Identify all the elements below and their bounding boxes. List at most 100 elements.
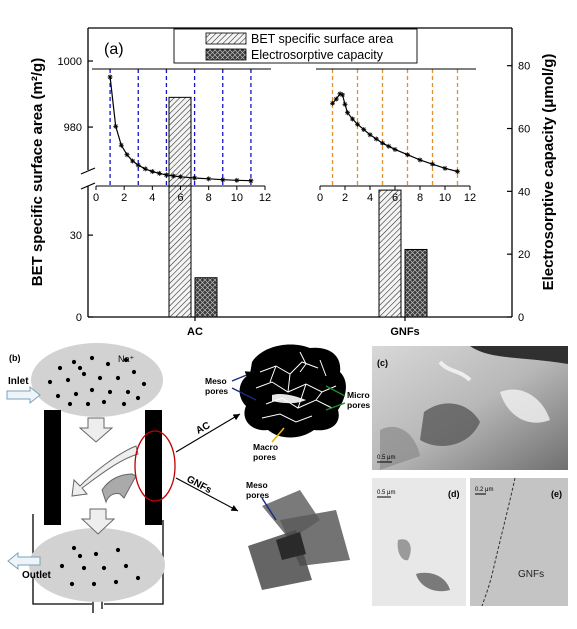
ac-meso-arrow-2 — [231, 387, 257, 401]
inset-x-tick-label: 2 — [121, 192, 127, 204]
ion-label: Na⁺ — [118, 354, 135, 364]
ac-macro-arrow — [271, 427, 285, 443]
ion-dot — [47, 379, 53, 385]
inset-x-tick-label: 12 — [259, 192, 271, 204]
bar-electrosorptive-ac — [194, 277, 218, 318]
inset-point — [107, 74, 113, 80]
gnfs-meso-label: Meso pores — [246, 480, 269, 500]
inset-point — [206, 176, 212, 182]
inset-point — [163, 172, 169, 178]
inset-x-tick-label: 10 — [439, 192, 451, 204]
inset-point — [149, 169, 155, 174]
inset-point — [455, 169, 460, 174]
inset-point — [113, 123, 119, 129]
ion-dot — [81, 565, 87, 571]
inset-point — [361, 127, 367, 132]
ac-macro-label: Macro pores — [253, 442, 278, 462]
ion-dot — [55, 393, 61, 399]
inset-point — [342, 101, 348, 107]
ac-meso-arrow — [231, 371, 255, 382]
inset-point — [442, 165, 448, 171]
ion-dot — [101, 565, 107, 571]
flow-arrows — [71, 417, 139, 535]
ion-dot — [113, 579, 119, 585]
inset-x-tick-label: 0 — [317, 192, 323, 204]
inset-point — [118, 142, 124, 148]
inset-point — [392, 146, 398, 152]
inset-curve — [332, 93, 458, 173]
panel-b-label: (b) — [9, 353, 21, 363]
ion-dot — [131, 369, 137, 375]
inset-x-tick-label: 6 — [177, 192, 183, 204]
inset-point — [248, 178, 254, 184]
right-tick-label: 20 — [518, 249, 530, 261]
inset-plots: 0 2 4 6 8 10 12 0 2 4 6 8 10 12 — [93, 74, 476, 204]
inset-point — [386, 143, 392, 149]
ion-dot — [77, 365, 83, 371]
inset-point — [333, 96, 339, 102]
inlet-arrow-icon — [6, 385, 41, 405]
electrode-right — [145, 410, 162, 525]
right-axis-ticks: 0 20 40 60 80 — [507, 61, 530, 324]
panel-d-scale: 0.5 μm — [377, 490, 395, 496]
legend-label-electrosorptive: Electrosorptive capacity — [251, 48, 384, 62]
ion-dot — [121, 401, 127, 407]
ion-dot — [135, 395, 141, 401]
bar-series — [168, 96, 428, 318]
inset-point — [337, 91, 343, 97]
panel-e-label: (e) — [551, 489, 562, 499]
y-axis-title-left: BET specific surface area (m²/g) — [29, 58, 46, 286]
inset-point — [417, 157, 423, 163]
ion-dot — [123, 357, 129, 363]
inlet-solution — [31, 343, 163, 417]
ion-dot — [115, 375, 121, 381]
inset-x-tick-label: 8 — [206, 192, 212, 204]
inlet-label: Inlet — [8, 376, 29, 387]
panel-c-scale: 0.5 μm — [377, 455, 395, 461]
bar-bet-gnfs — [378, 189, 402, 318]
ion-dot — [71, 545, 77, 551]
inset-x-tick-label: 2 — [342, 192, 348, 204]
right-tick-label: 40 — [518, 186, 530, 198]
inset-point — [234, 177, 240, 183]
inset-x-tick-label: 10 — [231, 192, 243, 204]
inset-point — [220, 177, 226, 183]
right-tick-label: 60 — [518, 124, 530, 136]
inset-point — [135, 162, 141, 168]
gnfs-meso-arrow — [261, 497, 277, 521]
inset-point — [192, 175, 198, 181]
ion-dot — [93, 551, 99, 557]
inlet-ions — [47, 355, 147, 407]
panel-d-label: (d) — [448, 489, 460, 499]
ion-dot — [73, 391, 79, 397]
inset-point — [350, 116, 355, 122]
panel-c-label: (c) — [377, 358, 388, 368]
ion-dot — [67, 401, 73, 407]
inset-point — [156, 170, 162, 176]
ion-dot — [123, 563, 129, 569]
ion-dot — [125, 389, 131, 395]
ion-dot — [141, 381, 147, 387]
left-tick-label: 1000 — [58, 56, 82, 68]
ac-branch-label: AC — [194, 420, 212, 436]
electrode-left — [44, 410, 61, 525]
bar-bet-ac — [168, 96, 192, 318]
ac-micro-arrow-2 — [325, 402, 346, 411]
inset-point — [405, 152, 410, 158]
category-label-gnfs: GNFs — [390, 326, 419, 338]
tem-image-d: (d) 0.5 μm — [372, 478, 466, 606]
panel-e-scale: 0.2 μm — [475, 487, 493, 493]
legend: BET specific surface area Electrosorptiv… — [173, 28, 418, 64]
ion-dot — [65, 377, 71, 383]
ion-dot — [69, 581, 75, 587]
ion-dot — [97, 375, 103, 381]
cdi-schematic-panel: Na⁺ Inlet Outlet AC GNFs (b) — [6, 343, 370, 613]
right-tick-label: 80 — [518, 61, 530, 73]
inset-point — [355, 121, 360, 127]
inset-point — [142, 166, 148, 172]
inset-point — [130, 158, 136, 164]
ion-dot — [101, 399, 107, 405]
inset-point — [170, 173, 176, 179]
ion-dot — [89, 355, 95, 361]
